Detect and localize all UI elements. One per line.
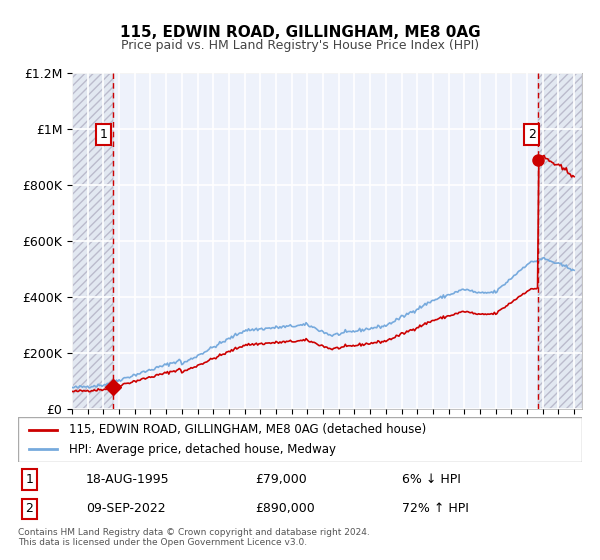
Text: 09-SEP-2022: 09-SEP-2022 <box>86 502 166 515</box>
Text: 72% ↑ HPI: 72% ↑ HPI <box>401 502 469 515</box>
Text: 2: 2 <box>528 128 536 141</box>
Bar <box>72 73 113 409</box>
Bar <box>538 73 582 409</box>
Bar <box>538 73 582 409</box>
Text: 115, EDWIN ROAD, GILLINGHAM, ME8 0AG: 115, EDWIN ROAD, GILLINGHAM, ME8 0AG <box>119 25 481 40</box>
Text: Price paid vs. HM Land Registry's House Price Index (HPI): Price paid vs. HM Land Registry's House … <box>121 39 479 52</box>
Bar <box>72 73 113 409</box>
Text: 2: 2 <box>25 502 33 515</box>
Text: Contains HM Land Registry data © Crown copyright and database right 2024.
This d: Contains HM Land Registry data © Crown c… <box>18 528 370 547</box>
FancyBboxPatch shape <box>18 417 582 462</box>
Text: £79,000: £79,000 <box>255 473 307 486</box>
Text: £890,000: £890,000 <box>255 502 314 515</box>
Text: 18-AUG-1995: 18-AUG-1995 <box>86 473 169 486</box>
Text: HPI: Average price, detached house, Medway: HPI: Average price, detached house, Medw… <box>69 443 336 456</box>
Text: 6% ↓ HPI: 6% ↓ HPI <box>401 473 460 486</box>
Text: 1: 1 <box>100 128 107 141</box>
Text: 115, EDWIN ROAD, GILLINGHAM, ME8 0AG (detached house): 115, EDWIN ROAD, GILLINGHAM, ME8 0AG (de… <box>69 423 426 436</box>
Text: 1: 1 <box>25 473 33 486</box>
